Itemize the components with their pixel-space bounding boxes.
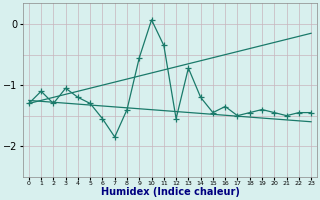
- X-axis label: Humidex (Indice chaleur): Humidex (Indice chaleur): [100, 187, 239, 197]
